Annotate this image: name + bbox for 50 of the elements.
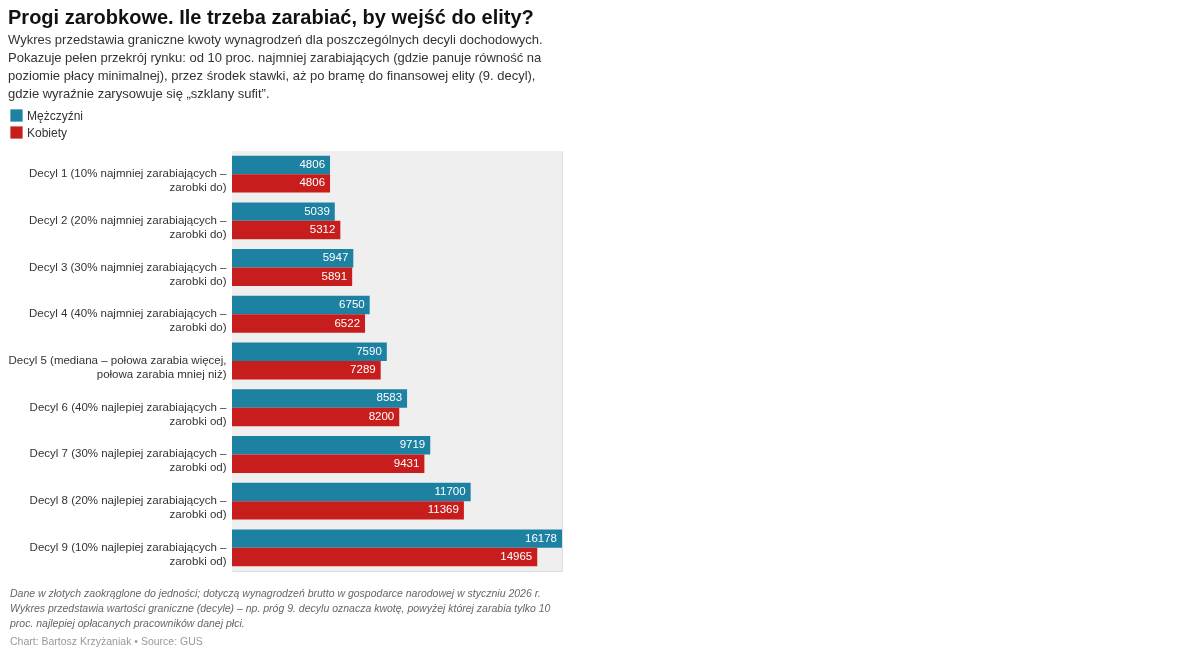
y-tick-label: Decyl 3 (30% najmniej zarabiających – zarobki do) (28, 260, 228, 287)
text: Dane w złotych zaokrąglone do jedności; dotyczą wynagrodzeń brutto w gospodarce narodowej w styczniu 2026 r. Wykres przedstawia wartości graniczne (decyle) – np. próg 9. decylu oznacza kwotę, powyżej której zarabia tylko 10 proc. najlepiej opłacanych pracowników danej płci. (9, 587, 551, 629)
bar (232, 482, 471, 502)
legend-label: Mężczyźni (27, 108, 84, 123)
bar (232, 407, 400, 427)
data-label: 8200 (368, 409, 395, 422)
data-label: 14965 (500, 550, 533, 563)
y-tick-label: Decyl 7 (30% najlepiej zarabiających – zarobki od) (29, 447, 228, 474)
data-label: 11700 (434, 484, 466, 497)
data-label: 16178 (525, 531, 557, 544)
y-tick-label: Decyl 2 (20% najmniej zarabiających – zarobki do) (28, 213, 228, 240)
bar (232, 342, 387, 361)
data-label: 6750 (339, 298, 365, 311)
y-tick-label: Decyl 8 (20% najlepiej zarabiających – zarobki od) (29, 494, 228, 521)
bar (232, 529, 562, 548)
data-label: 5891 (321, 269, 348, 282)
bar (232, 501, 464, 520)
bar (232, 389, 408, 408)
data-label: 5947 (322, 251, 349, 264)
data-label: 4806 (299, 157, 326, 170)
y-tick-label: Decyl 5 (mediana – połowa zarabia więcej, połowa zarabia mniej niż) (8, 354, 227, 380)
y-tick-label: Decyl 6 (40% najlepiej zarabiających – zarobki od) (29, 400, 228, 427)
text: Chart: Bartosz Krzyżaniak • Source: GUS (10, 635, 203, 647)
data-label: 7289 (350, 363, 376, 376)
y-tick-label: Decyl 4 (40% najmniej zarabiających – zarobki do) (28, 307, 228, 334)
bar (232, 267, 353, 287)
bar (232, 202, 335, 221)
y-tick-label: Decyl 1 (10% najmniej zarabiających – zarobki do) (28, 167, 228, 194)
chart-subtitle: Wykres przedstawia graniczne kwoty wynagrodzeń dla poszczególnych decyli dochodowych. Pokazuje pełen przekrój rynku: od 10 proc. najmniej zarabiających (gdzie panuje równość na poziomie płacy minimalnej), przez środek stawki, aż po bramę do finansowej elity (9. decyl), gdzie wyraźnie zarysowuje się „szklany sufit”. (8, 32, 543, 101)
data-label: 5039 (304, 204, 330, 217)
data-label: 9431 (393, 456, 420, 469)
bar (232, 454, 425, 473)
y-tick-label: Decyl 9 (10% najlepiej zarabiających – zarobki od) (29, 540, 228, 567)
bar (232, 361, 381, 380)
legend-label: Kobiety (27, 125, 68, 140)
data-label: 7590 (356, 344, 382, 357)
data-label: 5312 (309, 223, 336, 236)
bar (232, 220, 341, 240)
bar (232, 174, 331, 193)
bar (232, 295, 370, 315)
bar (232, 249, 354, 268)
data-label: 4806 (299, 176, 326, 189)
chart-title: Progi zarobkowe. Ile trzeba zarabiać, by wejść do elity? (8, 6, 534, 28)
data-label: 8583 (376, 391, 403, 404)
bar (232, 314, 366, 333)
data-label: 11369 (427, 503, 459, 516)
data-label: 9719 (399, 438, 426, 451)
data-label: 6522 (334, 316, 361, 329)
bar (232, 547, 538, 567)
bar (232, 435, 431, 455)
